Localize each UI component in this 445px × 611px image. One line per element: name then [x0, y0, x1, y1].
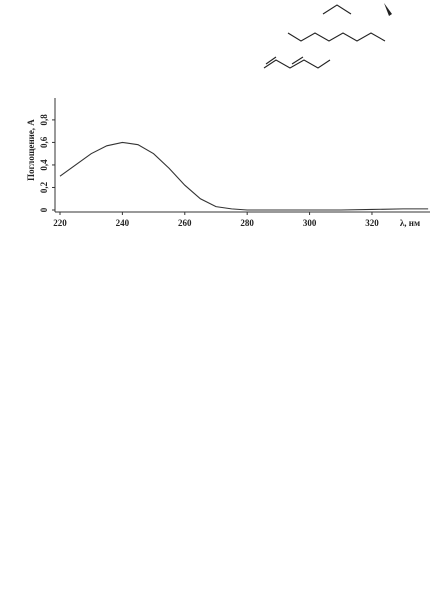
- x-tick-label: 280: [240, 218, 254, 228]
- propyl-fragment: [322, 4, 352, 15]
- y-tick-label: 0,6: [39, 136, 49, 148]
- spectrum-line: [59, 141, 429, 211]
- x-tick-label: 220: [53, 218, 67, 228]
- x-tick-label: 240: [116, 218, 130, 228]
- double-bond: [265, 56, 277, 65]
- diene-chain: [263, 59, 331, 69]
- y-axis-label: Поглощение, A: [26, 119, 36, 181]
- molecule-structures: [263, 3, 392, 69]
- alkyl-chain: [287, 32, 386, 42]
- x-tick-label: 320: [365, 218, 379, 228]
- x-tick-label: 260: [178, 218, 192, 228]
- y-tick-label: 0,4: [39, 159, 49, 171]
- double-bond: [291, 56, 304, 65]
- x-axis-label: λ, нм: [400, 218, 420, 228]
- y-tick-label: 0,2: [39, 181, 49, 193]
- x-tick-label: 300: [303, 218, 317, 228]
- y-tick-label: 0: [39, 207, 49, 212]
- y-tick-label: 0,8: [39, 114, 49, 126]
- wedge-bond: [384, 3, 392, 16]
